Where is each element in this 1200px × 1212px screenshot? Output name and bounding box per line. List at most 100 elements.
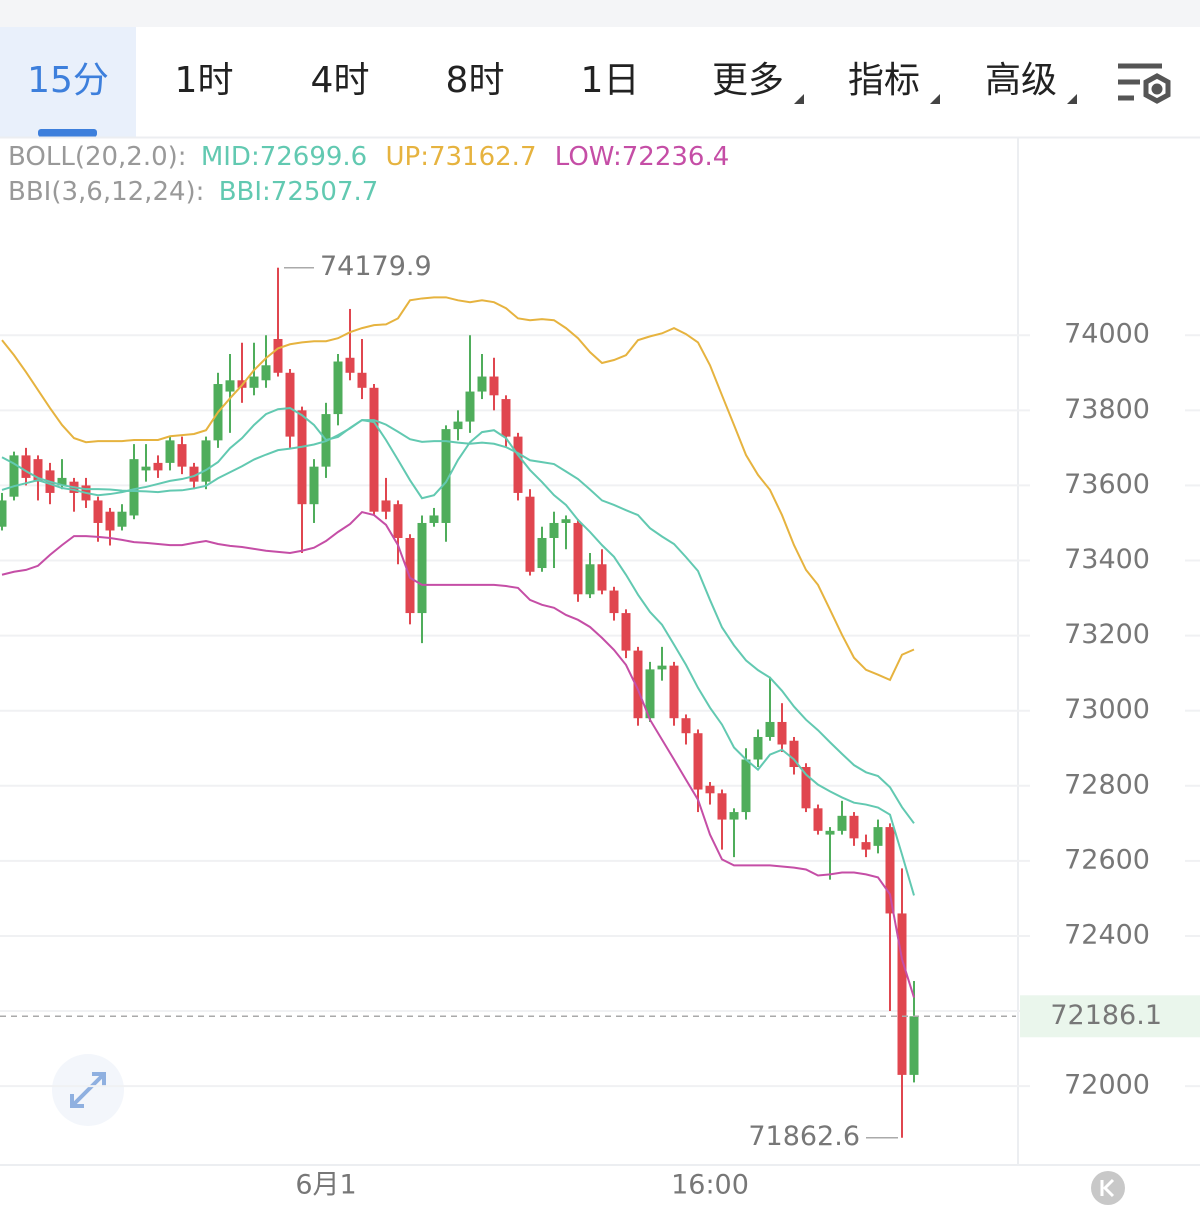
legend-entry: LOW:72236.4 bbox=[555, 142, 729, 172]
candle-body bbox=[153, 462, 163, 471]
candle-body bbox=[789, 740, 799, 768]
candle-body bbox=[177, 444, 187, 467]
indicator-line bbox=[1, 510, 915, 998]
x-tick-label: 6月1 bbox=[295, 1170, 356, 1201]
candle-body bbox=[741, 759, 751, 813]
candle-body bbox=[573, 522, 583, 595]
candle-body bbox=[333, 361, 343, 415]
y-tick-label: 73000 bbox=[1064, 694, 1150, 725]
scroll-latest-button[interactable] bbox=[1091, 1171, 1125, 1205]
candle-body bbox=[681, 718, 691, 734]
candle-body bbox=[249, 376, 259, 388]
boll-legend: BOLL(20,2.0): MID:72699.6 UP:73162.7 LOW… bbox=[8, 142, 729, 172]
high-label: 74179.9 bbox=[320, 251, 432, 282]
candle-body bbox=[285, 372, 295, 437]
candle-body bbox=[705, 785, 715, 794]
candle-body bbox=[477, 376, 487, 392]
y-tick-label: 72800 bbox=[1064, 769, 1150, 800]
candle-body bbox=[657, 665, 667, 670]
candle-body bbox=[909, 1016, 919, 1075]
candle-body bbox=[93, 500, 103, 523]
menu-tab[interactable]: 指标 bbox=[848, 60, 920, 101]
candle-body bbox=[309, 466, 319, 505]
menu-caret bbox=[930, 94, 940, 104]
low-label: 71862.6 bbox=[748, 1121, 860, 1152]
candle-body bbox=[9, 455, 19, 497]
active-tab-underline bbox=[38, 129, 97, 137]
candle-body bbox=[549, 522, 559, 538]
candle-body bbox=[561, 519, 571, 523]
candle-body bbox=[897, 913, 907, 1075]
candle-body bbox=[345, 357, 355, 373]
candle-body bbox=[441, 429, 451, 523]
candle-body bbox=[645, 669, 655, 719]
candle-body bbox=[717, 793, 727, 820]
candle-body bbox=[453, 421, 463, 430]
menu-tab[interactable]: 高级 bbox=[985, 60, 1057, 101]
candle-body bbox=[297, 410, 307, 505]
candle-body bbox=[537, 537, 547, 569]
y-tick-label: 72400 bbox=[1064, 919, 1150, 950]
legend-entry: UP:73162.7 bbox=[386, 142, 537, 172]
candle-body bbox=[513, 436, 523, 493]
candle-body bbox=[873, 827, 883, 846]
candle-body bbox=[501, 399, 511, 437]
indicator-line bbox=[1, 419, 915, 824]
timeframe-tab[interactable]: 1日 bbox=[581, 60, 640, 101]
status-strip bbox=[0, 0, 1200, 27]
bbi-legend: BBI(3,6,12,24): BBI:72507.7 bbox=[8, 177, 378, 207]
candle-body bbox=[669, 665, 679, 719]
settings-icon[interactable] bbox=[1118, 63, 1171, 104]
candle-body bbox=[597, 564, 607, 591]
candle-body bbox=[105, 511, 115, 531]
last-price-box bbox=[1020, 995, 1200, 1038]
candle-body bbox=[381, 500, 391, 512]
y-tick-label: 73600 bbox=[1064, 469, 1150, 500]
candle-body bbox=[189, 466, 199, 482]
indicator-line bbox=[1, 296, 915, 682]
candle-body bbox=[21, 455, 31, 478]
legend-entry: MID:72699.6 bbox=[201, 142, 367, 172]
candle-body bbox=[813, 808, 823, 831]
candle-body bbox=[57, 477, 67, 486]
y-tick-label: 72000 bbox=[1064, 1070, 1150, 1101]
candle-body bbox=[129, 459, 139, 516]
candle-body bbox=[201, 440, 211, 482]
candle-body bbox=[357, 372, 367, 388]
candle-body bbox=[465, 391, 475, 422]
last-price-label: 72186.1 bbox=[1050, 1000, 1162, 1031]
candle-body bbox=[393, 504, 403, 538]
candle-body bbox=[777, 721, 787, 745]
timeframe-tab[interactable]: 15分 bbox=[27, 60, 109, 101]
x-tick-label: 16:00 bbox=[671, 1170, 749, 1201]
candle-body bbox=[825, 830, 835, 835]
menu-tab[interactable]: 更多 bbox=[712, 60, 784, 101]
candle-body bbox=[885, 827, 895, 914]
y-tick-label: 73400 bbox=[1064, 544, 1150, 575]
candle-body bbox=[261, 365, 271, 381]
candle-body bbox=[117, 511, 127, 527]
candle-body bbox=[765, 721, 775, 737]
candle-body bbox=[225, 380, 235, 392]
candle-body bbox=[429, 515, 439, 523]
candle-body bbox=[609, 590, 619, 614]
candle-body bbox=[489, 376, 499, 396]
y-tick-label: 72600 bbox=[1064, 844, 1150, 875]
timeframe-tab[interactable]: 4时 bbox=[311, 60, 370, 101]
candle-body bbox=[273, 338, 283, 373]
timeframe-tab[interactable]: 8时 bbox=[446, 60, 505, 101]
timeframe-tab[interactable]: 1时 bbox=[175, 60, 234, 101]
expand-button[interactable] bbox=[52, 1054, 124, 1126]
candle-body bbox=[633, 650, 643, 719]
boll-label: BOLL(20,2.0): bbox=[8, 142, 187, 172]
legend-entry: BBI:72507.7 bbox=[219, 177, 379, 207]
menu-caret bbox=[1067, 94, 1077, 104]
candle-body bbox=[753, 736, 763, 760]
candle-body bbox=[801, 767, 811, 809]
candle-body bbox=[369, 387, 379, 512]
candle-body bbox=[33, 459, 43, 482]
candle-body bbox=[417, 522, 427, 614]
candle-body bbox=[0, 500, 7, 527]
candle-body bbox=[693, 733, 703, 790]
